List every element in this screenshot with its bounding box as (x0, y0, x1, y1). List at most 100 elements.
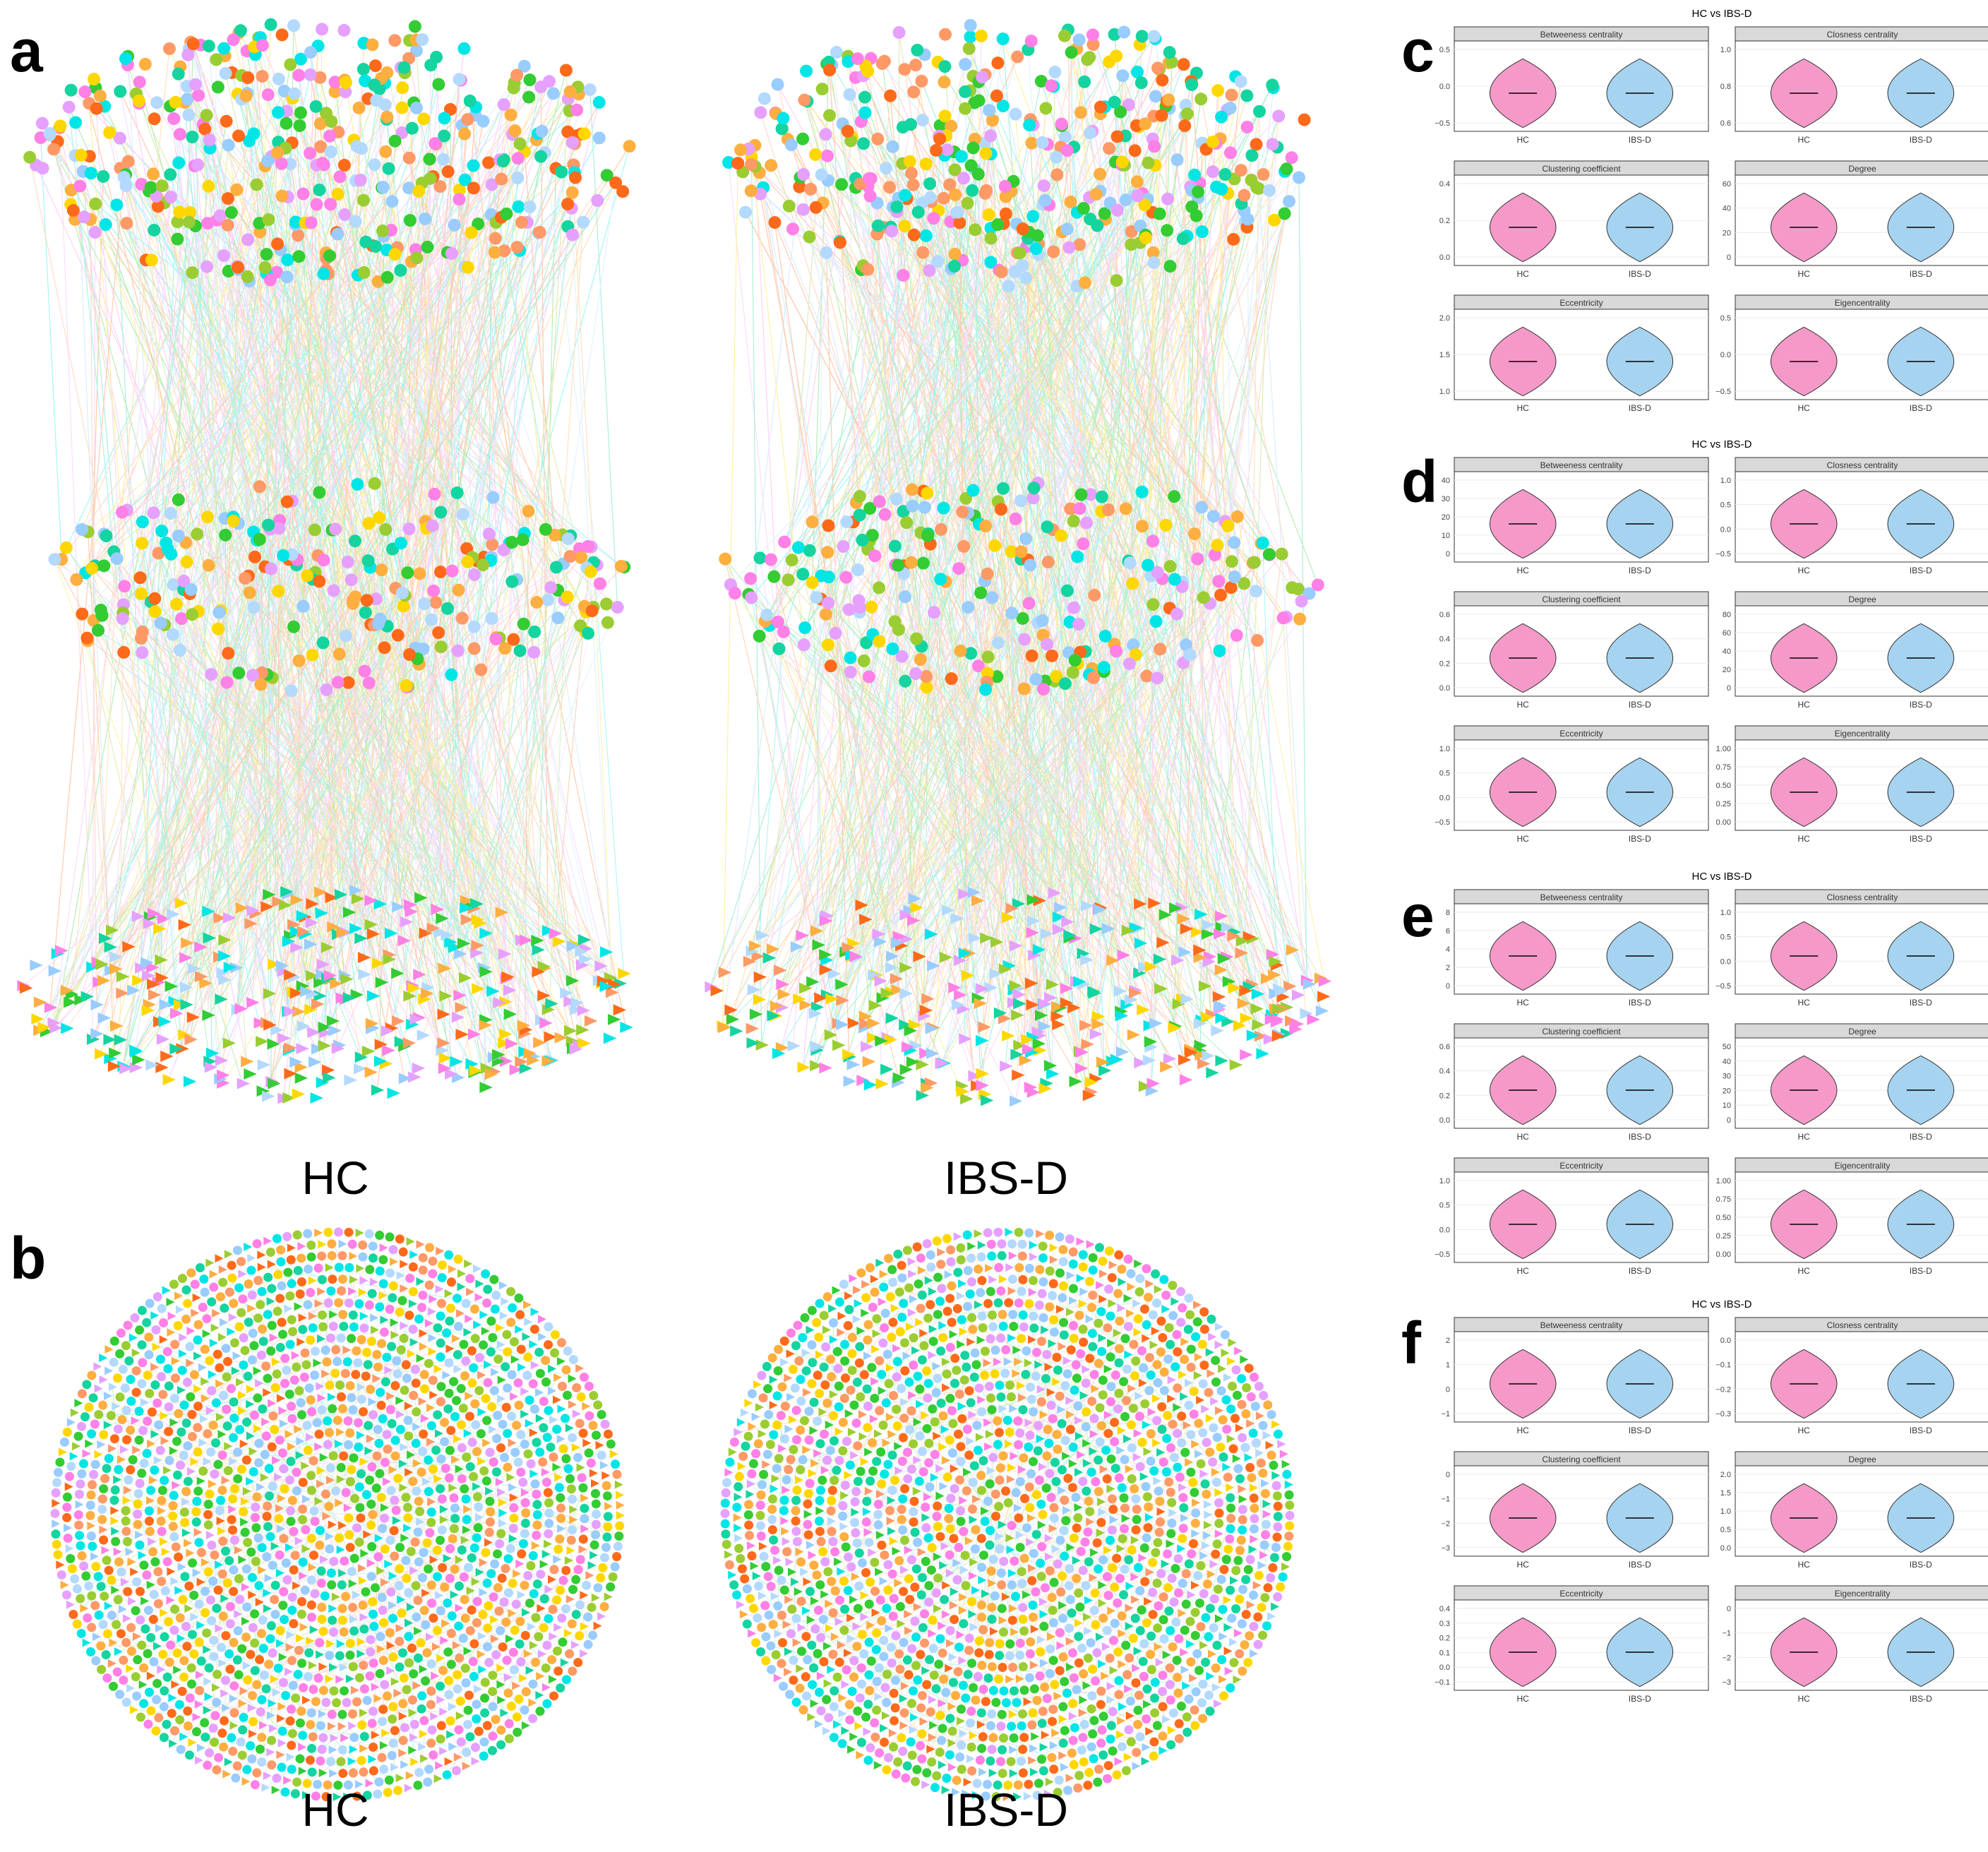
y-tick-label: 0.5 (1439, 770, 1450, 778)
y-tick-label: −0.5 (1715, 982, 1731, 991)
y-tick-label: 2.0 (1439, 314, 1450, 323)
y-tick-label: 1.00 (1716, 745, 1731, 753)
y-tick-label: 0.50 (1716, 1214, 1731, 1222)
x-category-label: IBS-D (1629, 566, 1651, 575)
y-tick-label: 50 (1723, 1043, 1731, 1051)
x-category-label: IBS-D (1910, 700, 1932, 710)
y-tick-label: 0.4 (1439, 1605, 1450, 1613)
facet-title: Eigencentrality (1835, 729, 1891, 739)
y-tick-label: −0.5 (1715, 550, 1731, 558)
violin-facet: Clustering coefficient 0 −1 −2 −3 HC IBS-D (1441, 1451, 1709, 1570)
x-category-label: HC (1798, 1426, 1811, 1435)
facet-title: Closness centrality (1827, 460, 1898, 470)
y-tick-label: 1.0 (1720, 477, 1731, 485)
y-tick-label: 1.5 (1720, 1489, 1731, 1498)
x-category-label: IBS-D (1629, 1132, 1651, 1142)
y-tick-label: −0.1 (1715, 1361, 1731, 1370)
y-tick-label: 0.5 (1720, 933, 1731, 942)
facet-title: Eccentricity (1559, 1161, 1603, 1171)
y-tick-label: 0 (1727, 684, 1731, 693)
panel-letter-f: f (1401, 1310, 1421, 1376)
violin-panel-title-f: HC vs IBS-D (1691, 1298, 1752, 1310)
x-category-label: HC (1517, 566, 1530, 575)
x-category-label: HC (1798, 269, 1811, 279)
y-tick-label: 0.2 (1439, 659, 1450, 668)
violin-facet: Degree 2.0 1.5 1.0 0.5 0.0 HC IBS-D (1720, 1451, 1988, 1570)
y-tick-label: 1.0 (1720, 46, 1731, 54)
x-category-label: IBS-D (1910, 566, 1932, 575)
network-label-a-hc: HC (301, 1152, 369, 1204)
y-tick-label: −1 (1441, 1410, 1450, 1418)
y-tick-label: −0.5 (1435, 119, 1450, 128)
x-category-label: HC (1517, 1132, 1530, 1142)
y-tick-label: −0.1 (1435, 1678, 1450, 1687)
x-category-label: HC (1517, 1560, 1530, 1570)
y-tick-label: 0.5 (1720, 501, 1731, 510)
x-category-label: IBS-D (1629, 1266, 1651, 1276)
y-tick-label: 0.6 (1439, 611, 1450, 619)
y-tick-label: −2 (1722, 1654, 1731, 1662)
x-category-label: HC (1517, 834, 1530, 844)
y-tick-label: −0.3 (1715, 1410, 1731, 1418)
violin-facet: Eigencentrality 1.00 0.75 0.50 0.25 0.00 HC IBS… (1716, 1157, 1988, 1276)
y-tick-label: 1.0 (1439, 388, 1450, 396)
y-tick-label: 4 (1446, 945, 1450, 954)
y-tick-label: 0.4 (1439, 635, 1450, 644)
x-category-label: HC (1517, 1694, 1530, 1704)
x-category-label: HC (1517, 403, 1530, 413)
violin-facet: Eccentricity 1.0 0.5 0.0 −0.5 HC IBS-D (1435, 725, 1709, 844)
y-tick-label: 20 (1723, 229, 1731, 237)
y-tick-label: 60 (1723, 629, 1731, 638)
x-category-label: IBS-D (1629, 998, 1651, 1008)
x-category-label: HC (1798, 1560, 1811, 1570)
x-category-label: HC (1798, 403, 1811, 413)
facet-title: Degree (1848, 1027, 1876, 1036)
y-tick-label: 0.25 (1716, 800, 1731, 808)
facet-title: Degree (1848, 1454, 1876, 1464)
y-tick-label: 1.0 (1720, 1507, 1731, 1516)
y-tick-label: 0.2 (1439, 1635, 1450, 1643)
x-category-label: HC (1517, 1266, 1530, 1276)
facet-title: Betweeness centrality (1540, 30, 1623, 40)
x-category-label: HC (1517, 269, 1530, 279)
y-tick-label: 0.00 (1716, 1250, 1731, 1259)
y-tick-label: 40 (1723, 205, 1731, 213)
violin-facet: Eigencentrality 0 −1 −2 −3 HC IBS-D (1722, 1585, 1988, 1704)
violin-facet: Closness centrality 0.0 −0.1 −0.2 −0.3 HC IBS-… (1715, 1317, 1988, 1435)
y-tick-label: 0.75 (1716, 1195, 1731, 1204)
y-tick-label: 0.0 (1439, 794, 1450, 802)
y-tick-label: −0.5 (1715, 388, 1731, 396)
y-tick-label: 0.0 (1720, 525, 1731, 534)
x-category-label: IBS-D (1910, 135, 1932, 145)
y-tick-label: 0.0 (1439, 1663, 1450, 1672)
y-tick-label: 0 (1727, 253, 1731, 262)
x-category-label: IBS-D (1629, 834, 1651, 844)
panel-letter-b: b (10, 1225, 47, 1291)
x-category-label: HC (1798, 566, 1811, 575)
y-tick-label: 10 (1442, 532, 1450, 540)
facet-title: Eccentricity (1559, 1589, 1603, 1599)
facet-title: Eccentricity (1559, 298, 1603, 308)
y-tick-label: −1 (1441, 1495, 1450, 1504)
y-tick-label: −0.2 (1715, 1385, 1731, 1394)
x-category-label: HC (1517, 1426, 1530, 1435)
x-category-label: IBS-D (1629, 1426, 1651, 1435)
facet-title: Eigencentrality (1835, 298, 1891, 308)
x-category-label: IBS-D (1910, 1560, 1932, 1570)
y-tick-label: −3 (1441, 1544, 1450, 1553)
violin-panel-d: HC vs IBS-D Betweeness centrality 40 30 20 10… (1435, 438, 1988, 844)
y-tick-label: 80 (1723, 611, 1731, 619)
x-category-label: IBS-D (1629, 1694, 1651, 1704)
x-category-label: IBS-D (1910, 998, 1932, 1008)
violin-facet: Clustering coefficient 0.4 0.2 0.0 HC IBS-D (1439, 160, 1709, 279)
facet-title: Clustering coefficient (1542, 1454, 1621, 1464)
facet-title: Closness centrality (1827, 30, 1898, 40)
x-category-label: IBS-D (1910, 1694, 1932, 1704)
violin-facet: Eccentricity 1.0 0.5 0.0 −0.5 HC IBS-D (1435, 1157, 1709, 1276)
y-tick-label: 20 (1723, 666, 1731, 674)
y-tick-label: 0 (1446, 1385, 1450, 1394)
x-category-label: HC (1798, 1694, 1811, 1704)
y-tick-label: 30 (1723, 1073, 1731, 1081)
x-category-label: IBS-D (1910, 1266, 1932, 1276)
